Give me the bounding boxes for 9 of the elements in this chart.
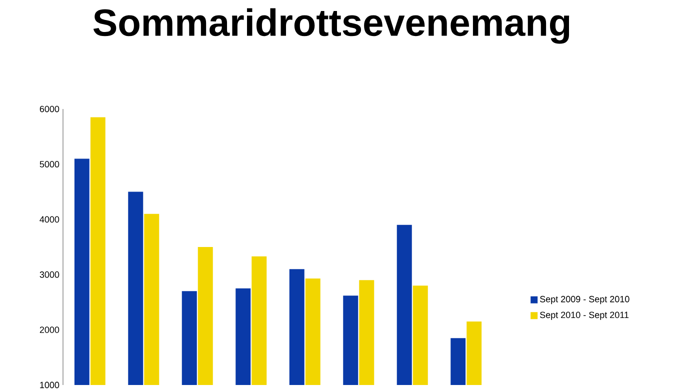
y-tick-label: 3000 — [40, 272, 60, 278]
legend-label: Sept 2009 - Sept 2010 — [540, 296, 630, 304]
legend-label: Sept 2010 - Sept 2011 — [540, 312, 629, 320]
y-tick-label: 1000 — [40, 382, 60, 388]
y-tick-label: 5000 — [40, 161, 60, 168]
y-tick-label: 2000 — [40, 326, 60, 334]
chart-title: Sommaridrottsevenemang — [93, 8, 570, 44]
y-tick-label: 6000 — [40, 106, 60, 112]
y-tick-label: 4000 — [40, 216, 60, 223]
